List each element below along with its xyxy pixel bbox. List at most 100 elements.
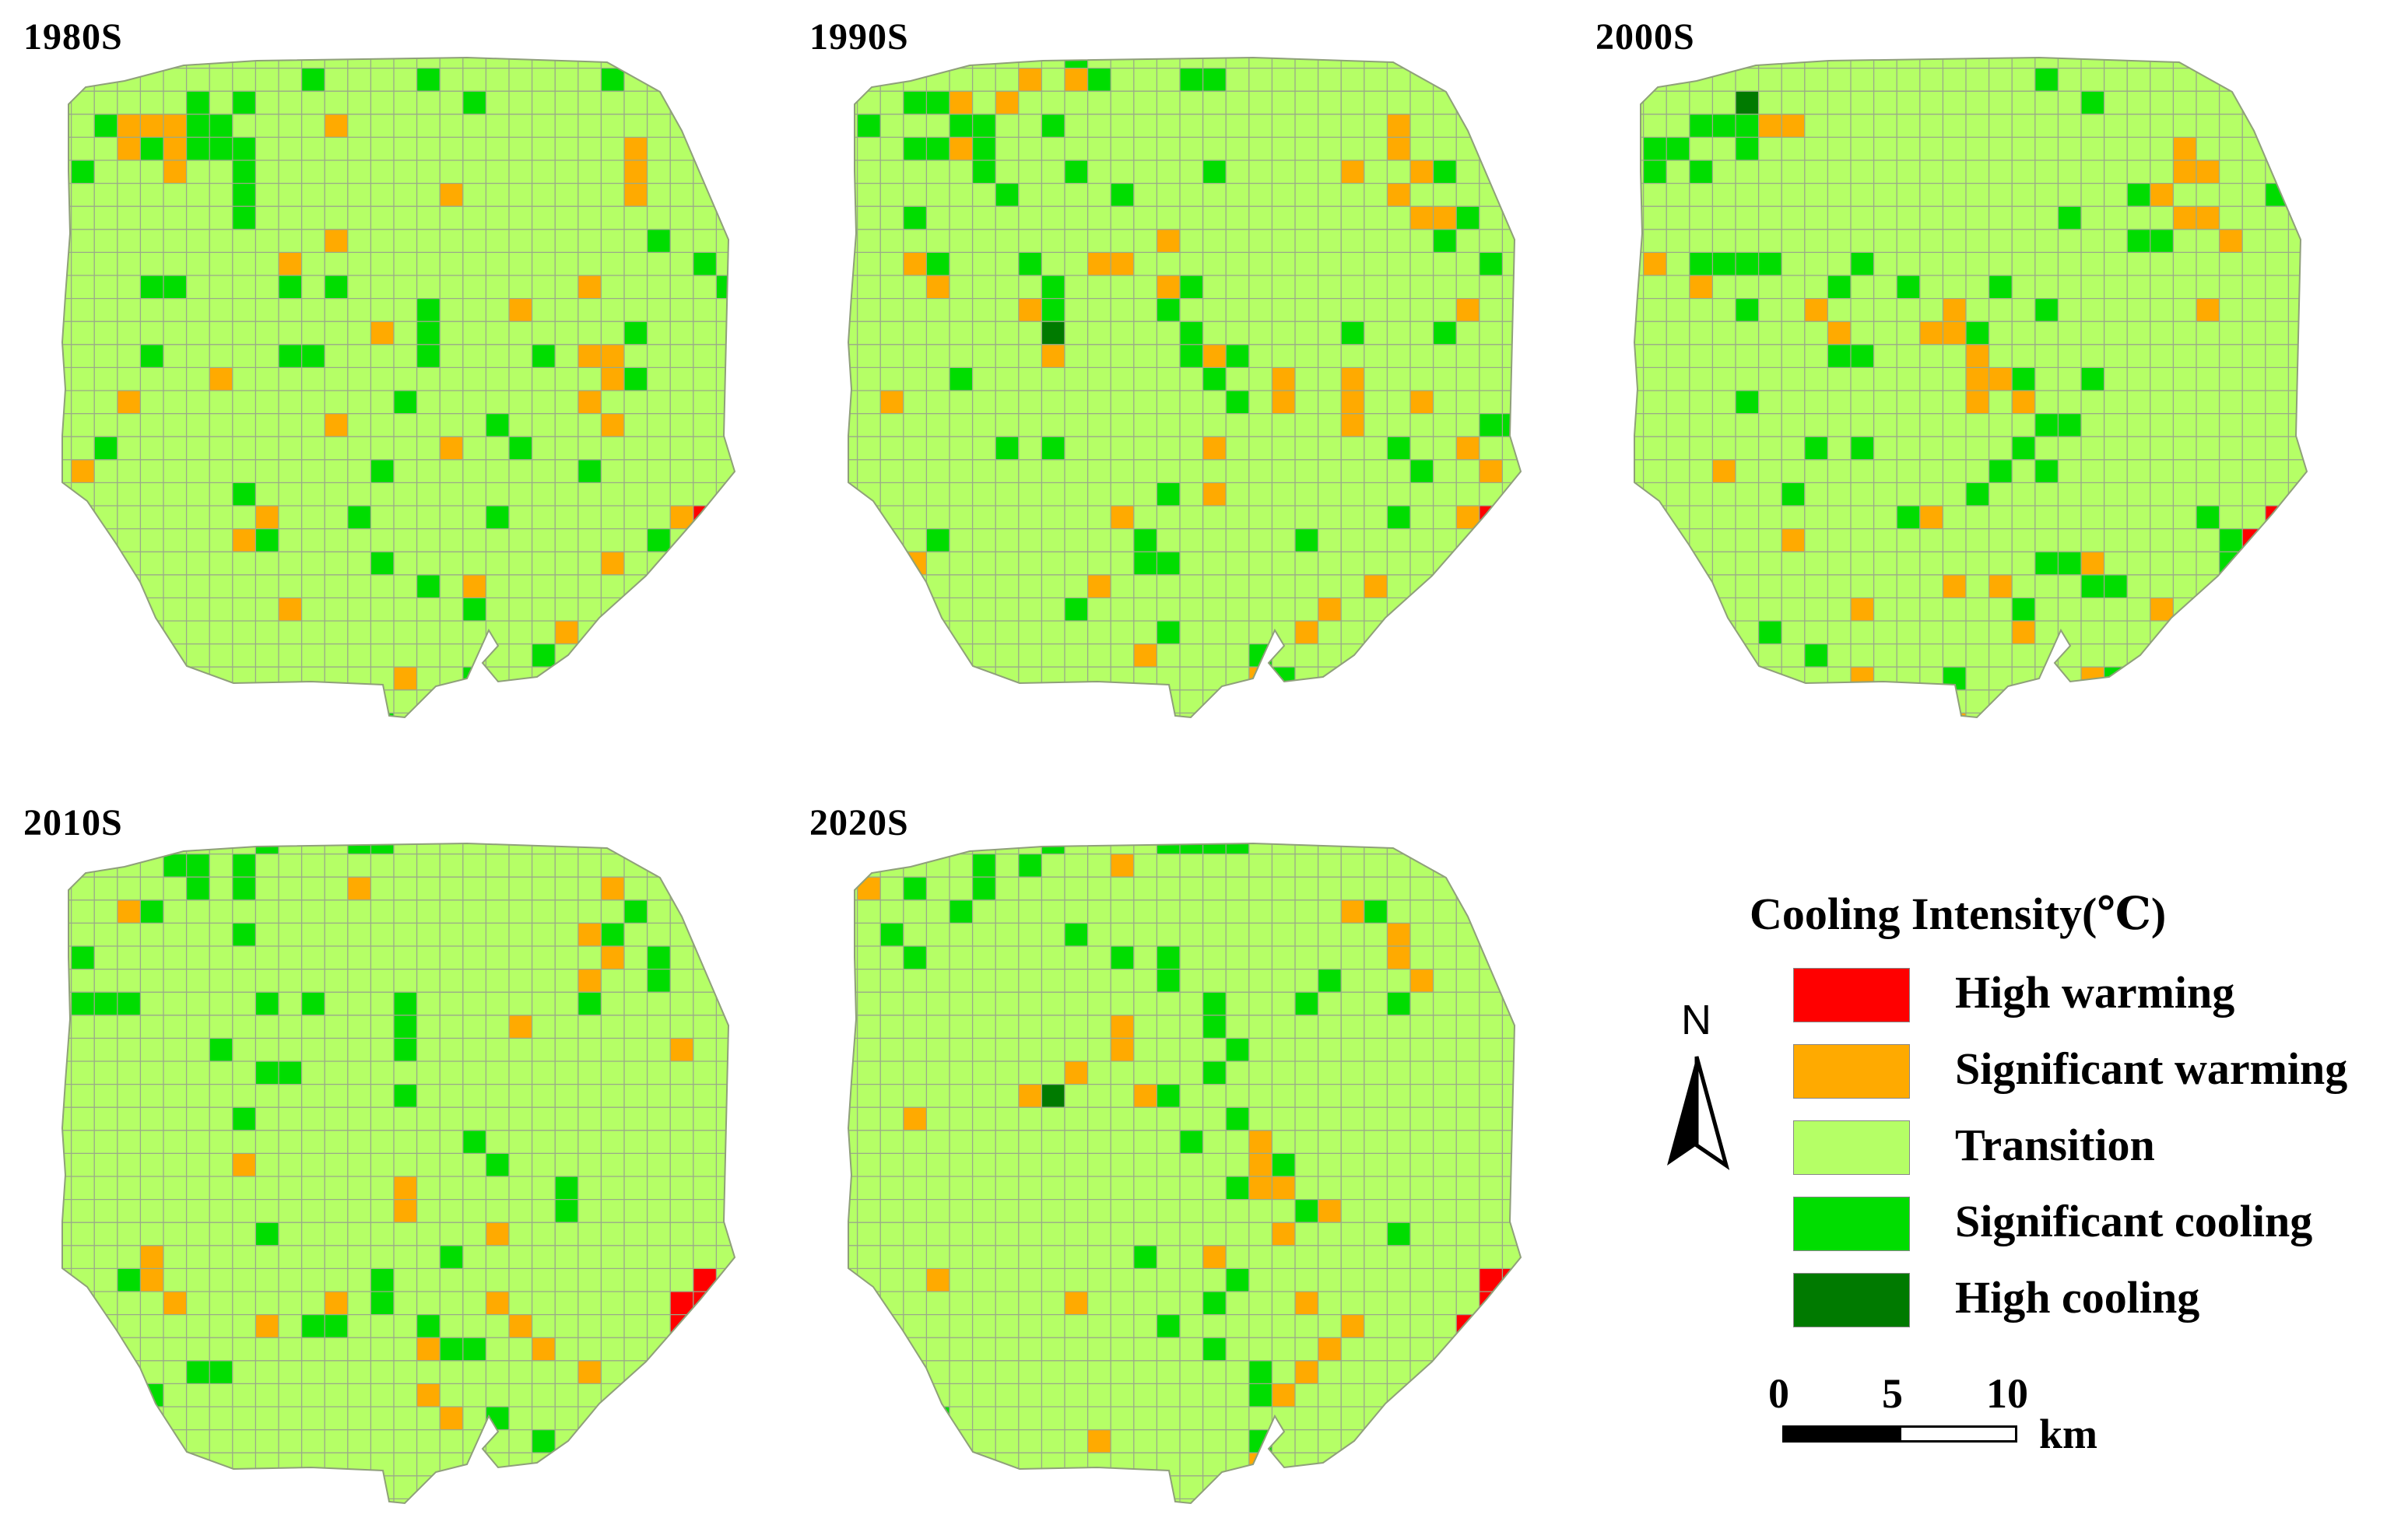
cell-significant-cooling bbox=[1202, 68, 1227, 92]
cell-significant-warming bbox=[462, 1475, 486, 1499]
cell-significant-warming bbox=[1202, 482, 1227, 506]
cell-significant-cooling bbox=[1387, 992, 1410, 1015]
cell-significant-cooling bbox=[624, 321, 648, 345]
cell-significant-warming bbox=[624, 137, 648, 160]
scale-segment-black bbox=[1782, 1425, 1901, 1443]
cell-significant-warming bbox=[440, 1407, 463, 1430]
cell-high-warming bbox=[2242, 552, 2266, 575]
cell-significant-cooling bbox=[232, 854, 256, 878]
cell-significant-warming bbox=[1065, 689, 1088, 713]
cell-significant-cooling bbox=[903, 877, 927, 900]
cell-significant-warming bbox=[577, 275, 602, 299]
cell-significant-cooling bbox=[2034, 552, 2059, 575]
cell-significant-cooling bbox=[232, 183, 256, 207]
grid-cells bbox=[848, 58, 1521, 717]
cell-significant-cooling bbox=[950, 899, 973, 924]
cell-significant-cooling bbox=[1712, 252, 1736, 275]
cell-significant-warming bbox=[1248, 1176, 1272, 1200]
cell-significant-warming bbox=[486, 1292, 509, 1315]
cell-significant-warming bbox=[394, 1199, 417, 1223]
cell-high-warming bbox=[2265, 528, 2289, 552]
study-area-fill bbox=[848, 843, 1521, 1503]
cell-significant-cooling bbox=[232, 91, 256, 114]
cell-significant-cooling bbox=[462, 598, 486, 621]
cell-significant-cooling bbox=[1041, 298, 1065, 322]
cell-high-warming bbox=[2242, 528, 2266, 552]
cell-significant-warming bbox=[2173, 206, 2196, 230]
cell-significant-warming bbox=[601, 552, 624, 575]
cell-significant-warming bbox=[601, 367, 624, 391]
cell-significant-warming bbox=[1851, 598, 1874, 621]
cell-significant-cooling bbox=[2034, 459, 2059, 483]
cell-significant-cooling bbox=[1133, 1245, 1157, 1269]
cell-significant-warming bbox=[1341, 367, 1364, 391]
cell-significant-warming bbox=[950, 91, 973, 114]
cell-significant-cooling bbox=[279, 344, 302, 368]
cell-significant-cooling bbox=[1851, 344, 1874, 368]
cell-significant-warming bbox=[1919, 321, 1943, 345]
cell-significant-cooling bbox=[1041, 843, 1065, 854]
cell-significant-warming bbox=[577, 1360, 602, 1384]
cell-significant-warming bbox=[1133, 643, 1157, 668]
cell-significant-cooling bbox=[2081, 367, 2104, 391]
cell-significant-warming bbox=[117, 114, 141, 138]
cell-significant-cooling bbox=[117, 1268, 141, 1292]
cell-significant-cooling bbox=[255, 1222, 279, 1246]
cell-significant-warming bbox=[1087, 1429, 1111, 1453]
cell-significant-cooling bbox=[325, 1314, 348, 1338]
cell-significant-cooling bbox=[71, 643, 95, 668]
cell-significant-cooling bbox=[1157, 298, 1180, 322]
legend-item-transition: Transition bbox=[1793, 1117, 2385, 1180]
cell-significant-warming bbox=[1410, 160, 1434, 184]
cell-significant-warming bbox=[647, 643, 671, 668]
cell-significant-warming bbox=[1387, 946, 1410, 969]
cell-significant-warming bbox=[1157, 275, 1180, 299]
cell-significant-warming bbox=[2150, 643, 2174, 668]
cell-significant-cooling bbox=[532, 1429, 556, 1453]
scale-tick-0: 0 bbox=[1768, 1370, 1789, 1417]
cell-significant-warming bbox=[1318, 598, 1342, 621]
cell-significant-cooling bbox=[1736, 252, 1759, 275]
cell-significant-cooling bbox=[2058, 552, 2081, 575]
study-area-boundary bbox=[847, 56, 1522, 719]
cell-significant-warming bbox=[117, 391, 141, 414]
study-area-fill bbox=[62, 58, 735, 717]
cell-significant-cooling bbox=[462, 1337, 486, 1361]
cell-significant-warming bbox=[2081, 552, 2104, 575]
study-area-boundary bbox=[847, 842, 1522, 1505]
cell-significant-cooling bbox=[1712, 114, 1736, 138]
cell-significant-warming bbox=[601, 344, 624, 368]
cell-high-warming bbox=[693, 528, 717, 552]
cell-significant-cooling bbox=[416, 1314, 441, 1338]
map-2000s bbox=[1633, 56, 2308, 719]
legend-title: Cooling Intensity(℃) bbox=[1750, 889, 2167, 939]
cell-significant-cooling bbox=[1433, 160, 1457, 184]
cell-significant-warming bbox=[1248, 1130, 1272, 1154]
cell-significant-warming bbox=[624, 183, 648, 207]
cell-significant-warming bbox=[1157, 229, 1180, 253]
cell-significant-warming bbox=[857, 877, 881, 900]
cell-significant-cooling bbox=[486, 506, 509, 529]
cell-high-cooling bbox=[1736, 91, 1759, 114]
legend-label: Transition bbox=[1955, 1120, 2155, 1170]
cell-significant-cooling bbox=[1502, 413, 1521, 437]
cell-significant-cooling bbox=[926, 137, 950, 160]
cell-significant-cooling bbox=[1479, 413, 1503, 437]
cell-significant-warming bbox=[1943, 574, 1966, 598]
cell-significant-warming bbox=[2173, 160, 2196, 184]
cell-significant-cooling bbox=[1202, 367, 1227, 391]
cell-significant-cooling bbox=[1272, 1153, 1295, 1176]
cell-significant-warming bbox=[2219, 229, 2243, 253]
cell-significant-warming bbox=[1712, 459, 1736, 483]
cell-significant-cooling bbox=[1966, 321, 1989, 345]
cell-significant-warming bbox=[1804, 298, 1828, 322]
cell-significant-cooling bbox=[1643, 160, 1667, 184]
cell-significant-cooling bbox=[1133, 528, 1157, 552]
cell-significant-cooling bbox=[1295, 528, 1318, 552]
cell-significant-warming bbox=[577, 344, 602, 368]
cell-significant-warming bbox=[1410, 206, 1434, 230]
cell-significant-cooling bbox=[370, 552, 394, 575]
cell-high-warming bbox=[1502, 1268, 1521, 1292]
cell-significant-warming bbox=[1827, 321, 1851, 345]
cell-significant-warming bbox=[325, 413, 348, 437]
